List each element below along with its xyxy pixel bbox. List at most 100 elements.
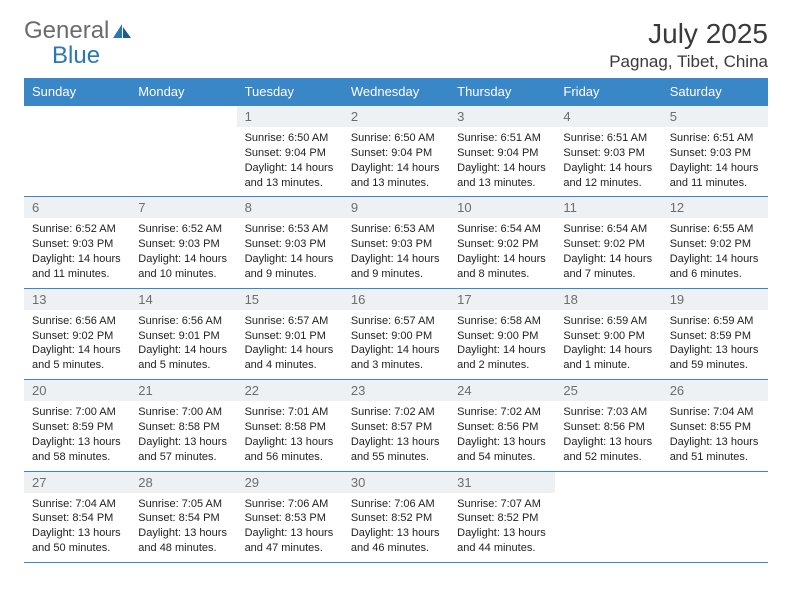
calendar-day-cell: 28Sunrise: 7:05 AMSunset: 8:54 PMDayligh…	[130, 471, 236, 562]
day-details: Sunrise: 6:52 AMSunset: 9:03 PMDaylight:…	[24, 218, 130, 287]
day-number: 10	[449, 197, 555, 218]
calendar-day-cell: ..	[555, 471, 661, 562]
calendar-day-cell: 11Sunrise: 6:54 AMSunset: 9:02 PMDayligh…	[555, 197, 661, 288]
day-number: 8	[237, 197, 343, 218]
day-details: Sunrise: 6:56 AMSunset: 9:02 PMDaylight:…	[24, 310, 130, 379]
day-number: 26	[662, 380, 768, 401]
day-details: Sunrise: 6:54 AMSunset: 9:02 PMDaylight:…	[449, 218, 555, 287]
day-number: 25	[555, 380, 661, 401]
weekday-header: Wednesday	[343, 78, 449, 106]
calendar-week-row: ....1Sunrise: 6:50 AMSunset: 9:04 PMDayl…	[24, 106, 768, 197]
logo-text-1: General	[24, 17, 109, 44]
calendar-day-cell: 2Sunrise: 6:50 AMSunset: 9:04 PMDaylight…	[343, 106, 449, 197]
calendar-day-cell: 19Sunrise: 6:59 AMSunset: 8:59 PMDayligh…	[662, 288, 768, 379]
day-number: 5	[662, 106, 768, 127]
day-details: Sunrise: 6:56 AMSunset: 9:01 PMDaylight:…	[130, 310, 236, 379]
calendar-day-cell: 26Sunrise: 7:04 AMSunset: 8:55 PMDayligh…	[662, 380, 768, 471]
day-details: Sunrise: 6:50 AMSunset: 9:04 PMDaylight:…	[343, 127, 449, 196]
day-number: 15	[237, 289, 343, 310]
day-details: Sunrise: 7:00 AMSunset: 8:59 PMDaylight:…	[24, 401, 130, 470]
day-details: Sunrise: 6:51 AMSunset: 9:04 PMDaylight:…	[449, 127, 555, 196]
day-details: Sunrise: 7:00 AMSunset: 8:58 PMDaylight:…	[130, 401, 236, 470]
day-number: 14	[130, 289, 236, 310]
calendar-day-cell: 4Sunrise: 6:51 AMSunset: 9:03 PMDaylight…	[555, 106, 661, 197]
day-details: Sunrise: 7:03 AMSunset: 8:56 PMDaylight:…	[555, 401, 661, 470]
calendar-day-cell: 15Sunrise: 6:57 AMSunset: 9:01 PMDayligh…	[237, 288, 343, 379]
calendar-day-cell: ..	[662, 471, 768, 562]
month-year: July 2025	[609, 18, 768, 50]
calendar-week-row: 27Sunrise: 7:04 AMSunset: 8:54 PMDayligh…	[24, 471, 768, 562]
day-details: Sunrise: 7:02 AMSunset: 8:57 PMDaylight:…	[343, 401, 449, 470]
calendar-day-cell: 30Sunrise: 7:06 AMSunset: 8:52 PMDayligh…	[343, 471, 449, 562]
sail-icon	[111, 20, 133, 38]
day-details: Sunrise: 6:51 AMSunset: 9:03 PMDaylight:…	[555, 127, 661, 196]
calendar-day-cell: 24Sunrise: 7:02 AMSunset: 8:56 PMDayligh…	[449, 380, 555, 471]
calendar-week-row: 13Sunrise: 6:56 AMSunset: 9:02 PMDayligh…	[24, 288, 768, 379]
calendar-day-cell: 1Sunrise: 6:50 AMSunset: 9:04 PMDaylight…	[237, 106, 343, 197]
calendar-day-cell: 10Sunrise: 6:54 AMSunset: 9:02 PMDayligh…	[449, 197, 555, 288]
calendar-day-cell: 16Sunrise: 6:57 AMSunset: 9:00 PMDayligh…	[343, 288, 449, 379]
day-number: 9	[343, 197, 449, 218]
calendar-body: ....1Sunrise: 6:50 AMSunset: 9:04 PMDayl…	[24, 106, 768, 563]
calendar-week-row: 6Sunrise: 6:52 AMSunset: 9:03 PMDaylight…	[24, 197, 768, 288]
weekday-header: Tuesday	[237, 78, 343, 106]
day-details: Sunrise: 6:53 AMSunset: 9:03 PMDaylight:…	[343, 218, 449, 287]
calendar-day-cell: 5Sunrise: 6:51 AMSunset: 9:03 PMDaylight…	[662, 106, 768, 197]
day-number: 6	[24, 197, 130, 218]
logo-text-2: Blue	[24, 42, 100, 69]
day-details: Sunrise: 6:57 AMSunset: 9:01 PMDaylight:…	[237, 310, 343, 379]
calendar-day-cell: 27Sunrise: 7:04 AMSunset: 8:54 PMDayligh…	[24, 471, 130, 562]
day-details: Sunrise: 6:52 AMSunset: 9:03 PMDaylight:…	[130, 218, 236, 287]
day-details: Sunrise: 6:59 AMSunset: 9:00 PMDaylight:…	[555, 310, 661, 379]
weekday-header: Saturday	[662, 78, 768, 106]
logo: GeneralBlue	[24, 18, 133, 68]
calendar-day-cell: 13Sunrise: 6:56 AMSunset: 9:02 PMDayligh…	[24, 288, 130, 379]
calendar-day-cell: 22Sunrise: 7:01 AMSunset: 8:58 PMDayligh…	[237, 380, 343, 471]
calendar-day-cell: 31Sunrise: 7:07 AMSunset: 8:52 PMDayligh…	[449, 471, 555, 562]
weekday-header: Sunday	[24, 78, 130, 106]
day-number: 20	[24, 380, 130, 401]
day-details: Sunrise: 6:51 AMSunset: 9:03 PMDaylight:…	[662, 127, 768, 196]
day-number: 28	[130, 472, 236, 493]
day-details: Sunrise: 6:54 AMSunset: 9:02 PMDaylight:…	[555, 218, 661, 287]
header: GeneralBlue July 2025 Pagnag, Tibet, Chi…	[24, 18, 768, 72]
day-details: Sunrise: 7:04 AMSunset: 8:54 PMDaylight:…	[24, 493, 130, 562]
calendar-day-cell: 7Sunrise: 6:52 AMSunset: 9:03 PMDaylight…	[130, 197, 236, 288]
calendar-day-cell: 3Sunrise: 6:51 AMSunset: 9:04 PMDaylight…	[449, 106, 555, 197]
calendar-day-cell: 29Sunrise: 7:06 AMSunset: 8:53 PMDayligh…	[237, 471, 343, 562]
day-number: 23	[343, 380, 449, 401]
calendar-day-cell: ..	[130, 106, 236, 197]
day-details: Sunrise: 7:04 AMSunset: 8:55 PMDaylight:…	[662, 401, 768, 470]
calendar-day-cell: 20Sunrise: 7:00 AMSunset: 8:59 PMDayligh…	[24, 380, 130, 471]
day-number: 27	[24, 472, 130, 493]
day-number: 11	[555, 197, 661, 218]
day-number: 18	[555, 289, 661, 310]
calendar-day-cell: 23Sunrise: 7:02 AMSunset: 8:57 PMDayligh…	[343, 380, 449, 471]
calendar-day-cell: ..	[24, 106, 130, 197]
location: Pagnag, Tibet, China	[609, 52, 768, 72]
calendar-week-row: 20Sunrise: 7:00 AMSunset: 8:59 PMDayligh…	[24, 380, 768, 471]
day-number: 24	[449, 380, 555, 401]
day-details: Sunrise: 6:55 AMSunset: 9:02 PMDaylight:…	[662, 218, 768, 287]
day-number: 7	[130, 197, 236, 218]
day-number: 16	[343, 289, 449, 310]
weekday-header: Monday	[130, 78, 236, 106]
calendar-day-cell: 17Sunrise: 6:58 AMSunset: 9:00 PMDayligh…	[449, 288, 555, 379]
day-number: 19	[662, 289, 768, 310]
day-number: 29	[237, 472, 343, 493]
calendar-table: SundayMondayTuesdayWednesdayThursdayFrid…	[24, 78, 768, 563]
calendar-day-cell: 18Sunrise: 6:59 AMSunset: 9:00 PMDayligh…	[555, 288, 661, 379]
day-details: Sunrise: 6:57 AMSunset: 9:00 PMDaylight:…	[343, 310, 449, 379]
calendar-day-cell: 12Sunrise: 6:55 AMSunset: 9:02 PMDayligh…	[662, 197, 768, 288]
day-number: 13	[24, 289, 130, 310]
day-number: 17	[449, 289, 555, 310]
weekday-header: Friday	[555, 78, 661, 106]
calendar-day-cell: 21Sunrise: 7:00 AMSunset: 8:58 PMDayligh…	[130, 380, 236, 471]
day-number: 22	[237, 380, 343, 401]
day-details: Sunrise: 7:07 AMSunset: 8:52 PMDaylight:…	[449, 493, 555, 562]
day-number: 31	[449, 472, 555, 493]
day-number: 1	[237, 106, 343, 127]
day-details: Sunrise: 7:01 AMSunset: 8:58 PMDaylight:…	[237, 401, 343, 470]
day-details: Sunrise: 7:05 AMSunset: 8:54 PMDaylight:…	[130, 493, 236, 562]
day-number: 12	[662, 197, 768, 218]
